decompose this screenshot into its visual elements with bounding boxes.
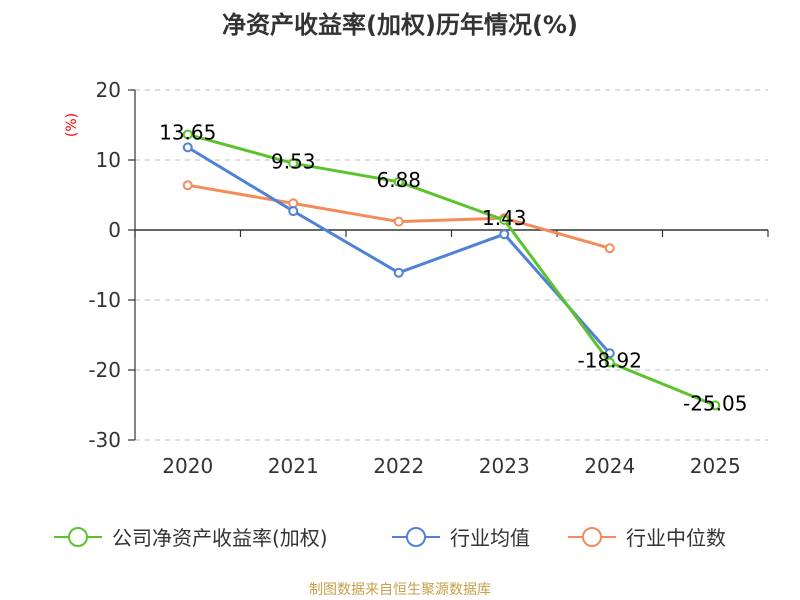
data-labels: 13.65 9.53 6.88 1.43 -18.92 -25.05 (159, 120, 747, 415)
y-tick-label: 20 (96, 78, 121, 102)
legend-label: 行业中位数 (626, 526, 726, 550)
x-tick-label: 2025 (690, 454, 741, 478)
data-label: 13.65 (159, 120, 216, 144)
data-point (182, 142, 193, 153)
y-tick-label: -30 (88, 428, 121, 452)
data-point (393, 267, 404, 278)
x-tick-label: 2022 (373, 454, 424, 478)
data-point (604, 243, 615, 254)
y-tick-label: 0 (108, 218, 121, 242)
data-point (182, 180, 193, 191)
axes: 20 10 0 -10 -20 -30 2020 2021 2022 2023 2024 2025 (88, 78, 769, 478)
x-tick-label: 2020 (162, 454, 213, 478)
chart-title: 净资产收益率(加权)历年情况(%) (222, 11, 578, 39)
x-tick-label: 2024 (584, 454, 635, 478)
data-point (604, 357, 615, 368)
data-point (499, 229, 510, 240)
data-label: -25.05 (683, 391, 747, 415)
legend-label: 公司净资产收益率(加权) (112, 526, 328, 550)
y-tick-label: 10 (96, 148, 121, 172)
data-point (710, 400, 721, 411)
legend[interactable]: 公司净资产收益率(加权) 行业均值 行业中位数 (54, 526, 726, 550)
legend-marker-icon (68, 527, 88, 547)
data-source-note: 制图数据来自恒生聚源数据库 (309, 582, 491, 598)
data-point (393, 176, 404, 187)
y-tick-label: -10 (88, 288, 121, 312)
x-tick-label: 2021 (268, 454, 319, 478)
data-point (499, 214, 510, 225)
data-label: 9.53 (271, 149, 316, 173)
y-axis-unit-label: (%) (64, 113, 80, 137)
x-tick-label: 2023 (479, 454, 530, 478)
legend-item[interactable]: 行业中位数 (568, 526, 726, 550)
legend-item[interactable]: 公司净资产收益率(加权) (54, 526, 328, 550)
legend-marker-icon (582, 527, 602, 547)
data-label: -18.92 (578, 348, 642, 372)
legend-marker-icon (406, 527, 426, 547)
data-point (288, 206, 299, 217)
legend-item[interactable]: 行业均值 (392, 526, 530, 550)
data-point (182, 129, 193, 140)
data-point (393, 216, 404, 227)
data-label: 6.88 (376, 168, 421, 192)
series-line (187, 133, 716, 407)
series-lines (182, 129, 721, 411)
data-point (288, 158, 299, 169)
data-label: 1.43 (482, 206, 527, 230)
y-tick-label: -20 (88, 358, 121, 382)
data-point (604, 348, 615, 359)
legend-label: 行业均值 (450, 526, 530, 550)
